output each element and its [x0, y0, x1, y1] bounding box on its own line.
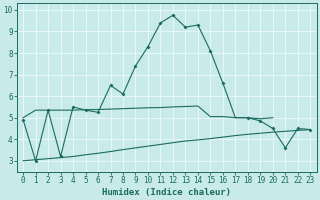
X-axis label: Humidex (Indice chaleur): Humidex (Indice chaleur) [102, 188, 231, 197]
